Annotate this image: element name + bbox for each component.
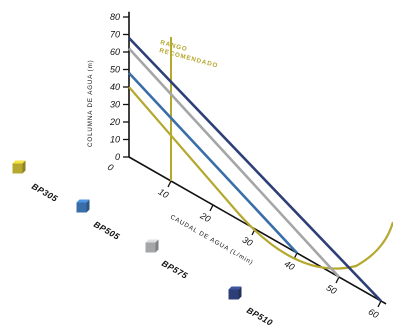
legend-swatch (228, 289, 239, 300)
legend-item-bp575: BP575 (145, 239, 190, 281)
series-line-bp510 (128, 37, 382, 302)
y-tick-label: 40 (110, 82, 120, 92)
legend-item-bp505: BP505 (76, 199, 122, 242)
y-tick-label: 0 (115, 152, 120, 162)
legend-swatch (76, 202, 87, 213)
y-tick-label: 20 (109, 117, 120, 127)
x-axis-line (128, 156, 387, 305)
legend-swatch-side (155, 239, 159, 253)
series-line-bp575 (128, 47, 340, 278)
range-label-line2: RECOMENDADO (158, 47, 218, 69)
x-tick-label: 60 (367, 307, 381, 321)
x-tick-label: 40 (283, 259, 297, 273)
x-tick-mark (377, 300, 382, 308)
legend-swatch-top (76, 199, 90, 203)
legend-label: BP510 (245, 305, 275, 328)
y-tick-label: 80 (110, 12, 120, 22)
series-line-bp305 (128, 86, 393, 270)
series-line-bp505 (128, 72, 298, 254)
legend-label: BP305 (30, 181, 60, 204)
y-tick-label: 60 (110, 47, 120, 57)
x-tick-mark (167, 180, 172, 188)
y-tick-label: 70 (110, 30, 120, 40)
legend-item-bp305: BP305 (12, 160, 60, 204)
x-tick-mark (335, 276, 340, 284)
legend-swatch-side (86, 199, 90, 213)
x-tick-label: 10 (157, 187, 171, 201)
legend-swatch-side (238, 286, 242, 300)
y-tick-label: 30 (110, 100, 120, 110)
series-lines (128, 37, 393, 302)
x-tick-mark (209, 204, 214, 212)
y-tick-label: 10 (110, 135, 120, 145)
legend-swatch-top (228, 286, 242, 290)
legend-swatch-top (12, 160, 26, 164)
legend-swatch (12, 163, 23, 174)
y-tick-label: 50 (110, 65, 120, 75)
x-origin-label: 0 (106, 162, 115, 173)
legend-label: BP575 (160, 258, 190, 281)
legend-swatch (145, 242, 156, 253)
x-tick-label: 30 (241, 235, 255, 249)
x-tick-label: 50 (325, 283, 339, 297)
legend-swatch-top (145, 239, 159, 243)
y-axis-title: COLUMNA DE AGUA (m) (87, 59, 94, 147)
legend-label: BP505 (92, 219, 122, 242)
legend-item-bp510: BP510 (228, 286, 275, 328)
x-tick-label: 20 (198, 210, 213, 224)
legend-swatch-side (22, 160, 26, 174)
